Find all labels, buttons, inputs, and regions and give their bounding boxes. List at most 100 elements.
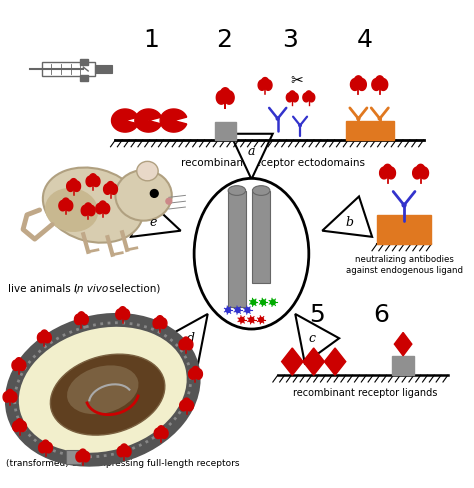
Text: neutralizing antibodies
against endogenous ligand: neutralizing antibodies against endogeno… <box>346 254 463 274</box>
Polygon shape <box>264 81 272 91</box>
Polygon shape <box>96 204 104 214</box>
Text: 6: 6 <box>374 303 390 326</box>
Polygon shape <box>70 179 77 189</box>
Circle shape <box>166 199 172 204</box>
Polygon shape <box>160 428 168 439</box>
Polygon shape <box>45 443 53 453</box>
Polygon shape <box>245 308 250 313</box>
Polygon shape <box>289 92 296 101</box>
Polygon shape <box>394 333 412 356</box>
Polygon shape <box>73 182 81 192</box>
Polygon shape <box>306 92 312 101</box>
Polygon shape <box>261 79 269 89</box>
Polygon shape <box>189 369 196 379</box>
Polygon shape <box>12 361 20 371</box>
Polygon shape <box>164 314 208 364</box>
Ellipse shape <box>12 320 194 460</box>
Polygon shape <box>180 401 187 411</box>
Polygon shape <box>6 389 14 400</box>
Polygon shape <box>157 426 165 436</box>
Polygon shape <box>160 110 187 133</box>
Polygon shape <box>239 318 244 323</box>
Polygon shape <box>303 94 310 102</box>
Polygon shape <box>379 80 388 91</box>
Bar <box>253 191 270 284</box>
Polygon shape <box>383 165 392 177</box>
Text: in vivo: in vivo <box>73 284 108 293</box>
Polygon shape <box>18 361 26 371</box>
Polygon shape <box>116 309 124 320</box>
Polygon shape <box>107 182 114 192</box>
Circle shape <box>402 204 406 207</box>
Polygon shape <box>251 300 256 305</box>
Text: 4: 4 <box>357 28 373 52</box>
Polygon shape <box>38 443 46 453</box>
Text: e: e <box>150 216 157 229</box>
Polygon shape <box>119 307 127 317</box>
Polygon shape <box>182 337 190 347</box>
Ellipse shape <box>43 168 143 243</box>
Polygon shape <box>65 201 73 211</box>
Polygon shape <box>13 421 20 432</box>
Polygon shape <box>62 199 70 209</box>
Bar <box>392 356 414 375</box>
Polygon shape <box>59 201 67 211</box>
Polygon shape <box>159 319 167 329</box>
Polygon shape <box>122 309 129 320</box>
Bar <box>81 60 88 66</box>
Polygon shape <box>153 319 161 329</box>
Polygon shape <box>131 197 181 237</box>
Circle shape <box>276 118 279 121</box>
Polygon shape <box>220 88 230 102</box>
Bar <box>215 123 236 141</box>
Polygon shape <box>67 182 74 192</box>
Ellipse shape <box>137 162 158 182</box>
Bar <box>81 76 88 81</box>
Text: live animals (: live animals ( <box>9 284 79 293</box>
Text: c: c <box>309 331 316 344</box>
Circle shape <box>150 190 158 198</box>
Polygon shape <box>380 168 389 180</box>
Polygon shape <box>87 206 95 216</box>
Ellipse shape <box>194 179 309 329</box>
Text: 2: 2 <box>216 28 232 52</box>
Polygon shape <box>195 369 202 379</box>
Polygon shape <box>303 348 324 375</box>
Ellipse shape <box>115 171 172 221</box>
Text: ✂: ✂ <box>291 73 303 88</box>
Bar <box>95 66 112 74</box>
Ellipse shape <box>45 188 98 232</box>
Circle shape <box>299 125 301 127</box>
Polygon shape <box>89 174 97 185</box>
Polygon shape <box>81 206 89 216</box>
Text: recombinant receptor ligands: recombinant receptor ligands <box>293 387 438 397</box>
Polygon shape <box>40 330 48 341</box>
Polygon shape <box>249 318 254 323</box>
Polygon shape <box>37 333 45 343</box>
Polygon shape <box>259 318 264 323</box>
Polygon shape <box>419 168 428 180</box>
Polygon shape <box>416 165 425 177</box>
Polygon shape <box>79 449 87 460</box>
Polygon shape <box>76 451 83 462</box>
Ellipse shape <box>253 186 270 196</box>
Polygon shape <box>387 168 395 180</box>
Polygon shape <box>74 315 82 325</box>
Polygon shape <box>185 340 193 350</box>
Bar <box>66 450 82 464</box>
Text: a: a <box>248 144 255 158</box>
Polygon shape <box>111 110 138 133</box>
Polygon shape <box>357 80 366 91</box>
Polygon shape <box>324 348 346 375</box>
Ellipse shape <box>67 366 138 414</box>
Polygon shape <box>92 177 100 187</box>
Polygon shape <box>82 451 90 462</box>
Text: 1: 1 <box>144 28 159 52</box>
Polygon shape <box>354 77 363 88</box>
Polygon shape <box>81 315 88 325</box>
Circle shape <box>378 118 381 121</box>
Text: 5: 5 <box>309 303 325 326</box>
Polygon shape <box>372 80 381 91</box>
Polygon shape <box>44 333 51 343</box>
Polygon shape <box>78 312 85 323</box>
